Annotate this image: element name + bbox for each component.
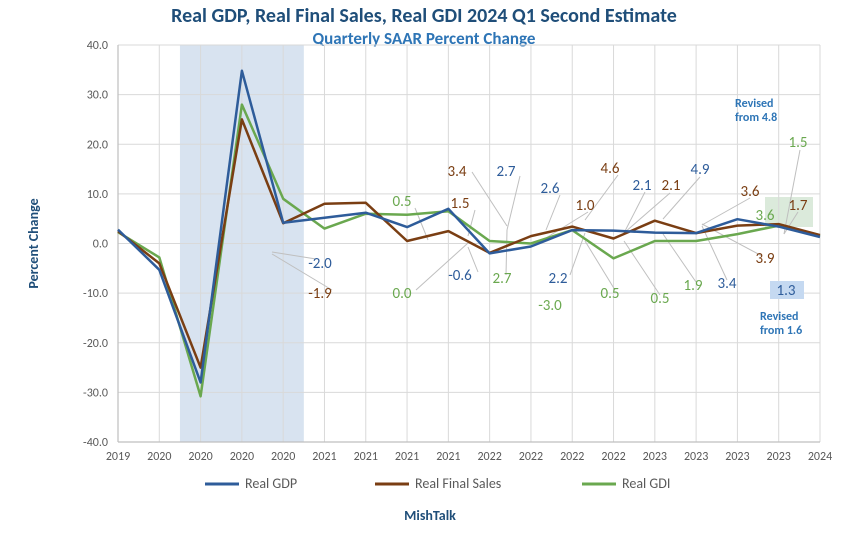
data-annotation: 4.9 xyxy=(691,161,710,179)
annotation-leader xyxy=(624,193,670,233)
y-tick-label: -10.0 xyxy=(83,287,108,301)
data-annotation: 2.7 xyxy=(493,270,512,288)
data-annotation: 4.6 xyxy=(601,160,620,178)
x-tick-label: 2022 xyxy=(560,450,584,464)
data-annotation: 3.6 xyxy=(756,207,775,225)
x-tick-label: 2019 xyxy=(106,450,130,464)
data-annotation: -1.9 xyxy=(308,285,332,303)
x-tick-label: 2023 xyxy=(643,450,667,464)
chart-subtitle: Quarterly SAAR Percent Change xyxy=(312,28,535,49)
legend-label: Real Final Sales xyxy=(415,475,501,492)
x-tick-label: 2021 xyxy=(312,450,336,464)
x-tick-label: 2022 xyxy=(519,450,543,464)
legend-label: Real GDP xyxy=(245,475,297,492)
x-tick-label: 2021 xyxy=(436,450,460,464)
data-annotation: 1.5 xyxy=(451,195,470,213)
revised-label: Revised xyxy=(760,310,798,324)
data-annotation: 1.9 xyxy=(684,277,703,295)
y-tick-label: 0.0 xyxy=(93,238,108,252)
x-tick-label: 2023 xyxy=(684,450,708,464)
x-tick-label: 2023 xyxy=(767,450,791,464)
data-annotation: 3.4 xyxy=(448,163,467,181)
data-annotation: -2.0 xyxy=(308,255,332,273)
data-annotation: 0.5 xyxy=(393,193,412,211)
legend-label: Real GDI xyxy=(622,475,670,492)
chart-svg: Real GDP, Real Final Sales, Real GDI 202… xyxy=(0,0,848,556)
x-tick-label: 2023 xyxy=(725,450,749,464)
data-annotation: 2.1 xyxy=(633,177,652,195)
y-axis-title: Percent Change xyxy=(25,198,42,288)
y-tick-label: 30.0 xyxy=(87,89,108,103)
y-tick-label: -40.0 xyxy=(83,436,108,450)
x-tick-label: 2020 xyxy=(230,450,254,464)
data-annotation: 2.1 xyxy=(662,177,681,195)
data-annotation: 2.6 xyxy=(541,180,560,198)
y-tick-label: -20.0 xyxy=(83,337,108,351)
data-annotation: 1.5 xyxy=(789,134,808,152)
data-annotation: 1.0 xyxy=(576,197,595,215)
x-tick-label: 2022 xyxy=(601,450,625,464)
chart-title: Real GDP, Real Final Sales, Real GDI 202… xyxy=(171,4,677,28)
data-annotation: 3.9 xyxy=(756,250,775,268)
revised-label: Revised xyxy=(735,97,773,111)
revised-label: from 4.8 xyxy=(735,111,777,125)
x-tick-label: 2022 xyxy=(477,450,501,464)
annotation-leader xyxy=(546,195,560,230)
source-label: MishTalk xyxy=(404,507,456,524)
annotation-leader xyxy=(506,230,507,275)
y-tick-label: 40.0 xyxy=(87,39,108,53)
x-tick-label: 2020 xyxy=(271,450,295,464)
data-annotation: -3.0 xyxy=(538,297,562,315)
data-annotation: 0.5 xyxy=(601,285,620,303)
data-annotation: 1.3 xyxy=(777,282,796,300)
x-tick-label: 2024 xyxy=(808,450,832,464)
data-annotation: -0.6 xyxy=(448,267,472,285)
y-tick-label: -30.0 xyxy=(83,386,108,400)
x-tick-label: 2021 xyxy=(395,450,419,464)
data-annotation: 2.7 xyxy=(497,163,516,181)
y-tick-label: 20.0 xyxy=(87,138,108,152)
x-tick-label: 2020 xyxy=(147,450,171,464)
data-annotation: 3.4 xyxy=(718,275,737,293)
y-tick-label: 10.0 xyxy=(87,188,108,202)
data-annotation: 0.0 xyxy=(393,285,412,303)
annotation-leader xyxy=(507,176,520,230)
data-annotation: 2.2 xyxy=(549,270,568,288)
data-annotation: 3.6 xyxy=(741,183,760,201)
data-annotation: 1.7 xyxy=(789,197,808,215)
data-annotation: 0.5 xyxy=(651,290,670,308)
annotation-leader xyxy=(702,226,727,280)
revised-label: from 1.6 xyxy=(760,324,802,338)
annotation-leader xyxy=(546,212,588,238)
x-tick-label: 2021 xyxy=(354,450,378,464)
x-tick-label: 2020 xyxy=(188,450,212,464)
